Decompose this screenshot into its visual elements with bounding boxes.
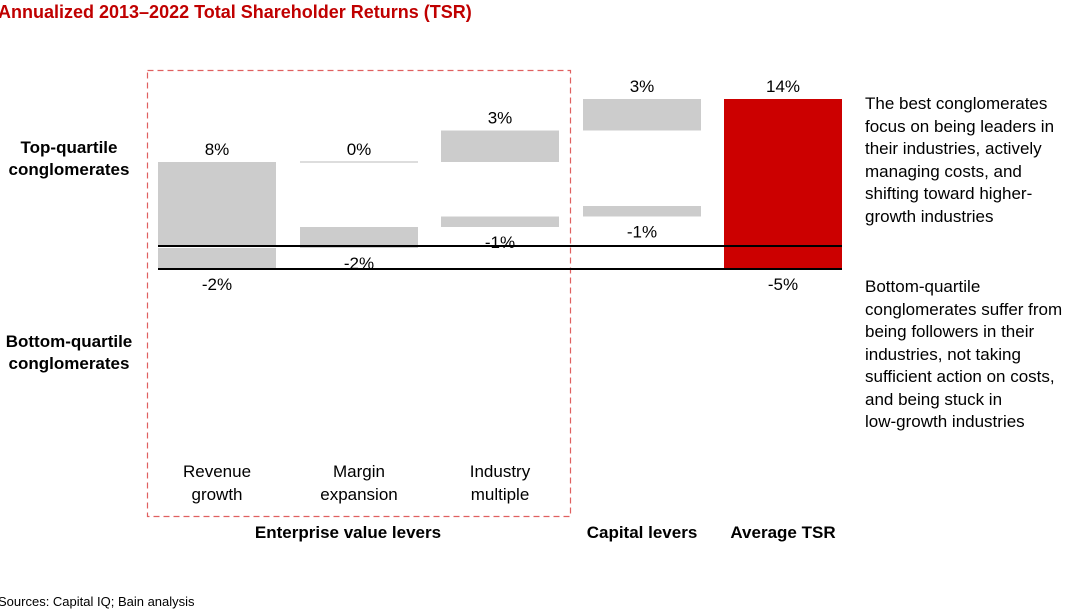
data-label-bottom-capital-levers: -1% (627, 223, 657, 242)
data-label-top-industry-multiple: 3% (488, 109, 513, 128)
group-label-capital-levers: Capital levers (586, 523, 698, 542)
data-label-top-average-tsr: 14% (766, 77, 800, 96)
bar-bottom-revenue-growth (158, 248, 276, 269)
bar-bottom-average-tsr (724, 216, 842, 269)
source-note: Sources: Capital IQ; Bain analysis (0, 594, 195, 609)
row-label-top-quartile: Top-quartile conglomerates (8, 138, 130, 179)
category-label-industry-multiple: Industry multiple (470, 462, 531, 504)
data-label-top-margin-expansion: 0% (347, 140, 372, 159)
category-label-margin-expansion: Margin expansion (320, 462, 398, 504)
data-label-bottom-revenue-growth: -2% (202, 275, 232, 294)
bar-top-revenue-growth (158, 162, 276, 246)
enterprise-levers-box (146, 69, 572, 518)
bar-top-industry-multiple (441, 130, 559, 162)
data-label-bottom-margin-expansion: -2% (344, 254, 374, 273)
bar-bottom-capital-levers (583, 206, 701, 217)
data-label-bottom-average-tsr: -5% (768, 275, 798, 294)
group-label-enterprise-value-levers: Enterprise value levers (254, 523, 442, 542)
category-label-revenue-growth: Revenue growth (183, 462, 251, 504)
data-label-top-revenue-growth: 8% (205, 140, 230, 159)
bar-top-capital-levers (583, 99, 701, 131)
bar-top-margin-expansion (300, 161, 418, 163)
note-bottom-quartile: Bottom-quartile conglomerates suffer fro… (865, 277, 1063, 431)
bar-bottom-margin-expansion (300, 227, 418, 248)
chart-title: Annualized 2013–2022 Total Shareholder R… (0, 2, 472, 22)
bar-bottom-industry-multiple (441, 216, 559, 227)
row-label-bottom-quartile: Bottom-quartile conglomerates (5, 332, 133, 373)
data-label-top-capital-levers: 3% (630, 77, 655, 96)
group-label-average-tsr: Average TSR (730, 523, 836, 542)
data-label-bottom-industry-multiple: -1% (485, 233, 515, 252)
note-top-quartile: The best conglomerates focus on being le… (865, 94, 1055, 226)
